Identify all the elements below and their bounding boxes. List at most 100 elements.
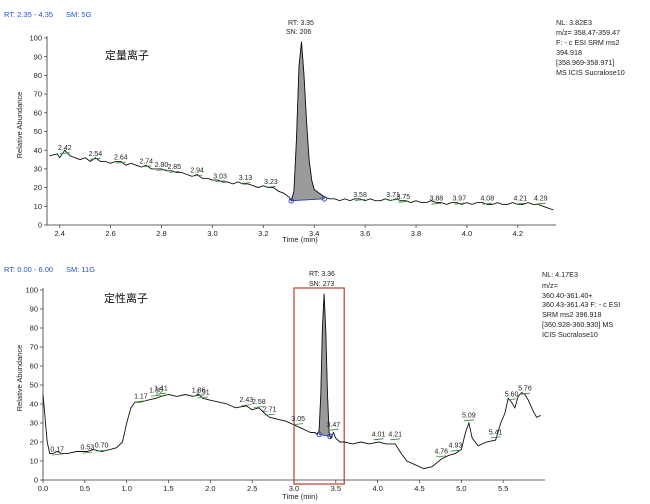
x-tick-label: 2.6: [105, 229, 115, 238]
peak-label: 2.71: [263, 407, 277, 414]
peak-label: 3.13: [239, 175, 253, 182]
peak-baseline: [291, 198, 325, 202]
info-block: NL: 4.17E3 m/z= 360.40-361.40+ 360.43-36…: [542, 270, 620, 339]
peak-mark: [215, 180, 226, 183]
peak-label: 4.21: [514, 196, 528, 203]
apex-sn-label: SN: 206: [286, 29, 311, 36]
peak-label: 2.74: [139, 158, 153, 165]
plot-area-quant: 0 10 20 30 40 50 60 70 80 90 100 2.4 2.6 2.8 3.0 3.2 3.4…: [29, 34, 556, 238]
peak-label: 3.58: [353, 192, 367, 199]
peak-mark: [264, 413, 275, 416]
y-tick-label: 30: [30, 419, 38, 428]
peak-label: 5.76: [518, 386, 532, 393]
peak-label: 3.47: [327, 422, 341, 429]
y-tick-label: 50: [30, 381, 38, 390]
peak-label: 3.71: [386, 192, 400, 199]
y-tick-label: 40: [34, 146, 42, 155]
y-tick-label: 60: [34, 108, 42, 117]
y-axis-title: Relative Abundance: [15, 345, 24, 412]
peak-label: 3.97: [452, 196, 466, 203]
peak-mark: [52, 453, 63, 456]
peak-start-marker: [288, 197, 295, 204]
peak-mark: [96, 449, 107, 452]
y-tick-label: 10: [34, 202, 42, 211]
info-line: m/z= 358.47-359.47: [556, 28, 620, 37]
peak-mark: [535, 202, 546, 205]
x-tick-label: 4.0: [372, 484, 382, 493]
peak-mark: [515, 202, 526, 205]
apex-rt-label: RT: 3.36: [309, 271, 335, 278]
peak-mark: [59, 152, 70, 155]
peak-label: 1.17: [134, 393, 148, 400]
y-tick-label: 60: [30, 362, 38, 371]
info-line: ICIS Sucralose10: [542, 330, 598, 339]
x-tick-label: 3.6: [360, 229, 370, 238]
y-tick-label: 30: [34, 165, 42, 174]
y-tick-label: 20: [30, 438, 38, 447]
peak-mark: [90, 157, 101, 160]
y-axis-title: Relative Abundance: [15, 92, 24, 159]
peak-baseline: [319, 433, 331, 437]
qual-ion-annotation: 定性离子: [104, 291, 148, 305]
x-tick-label: 1.0: [121, 484, 131, 493]
y-tick-label: 70: [30, 343, 38, 352]
peak-mark: [240, 182, 251, 185]
peak-label: 5.41: [489, 429, 503, 436]
peak-label: 2.42: [58, 145, 72, 152]
x-tick-label: 0.5: [80, 484, 90, 493]
peak-label: 1.35: [149, 388, 163, 395]
peak-mark: [265, 185, 276, 188]
peak-label: 3.75: [396, 194, 410, 201]
peak-mark: [193, 394, 204, 397]
peak-label: 5.09: [462, 412, 476, 419]
x-tick-label: 3.0: [289, 484, 299, 493]
x-tick-label: 4.2: [513, 229, 523, 238]
y-tick-label: 90: [34, 52, 42, 61]
peak-label: 2.54: [89, 151, 103, 158]
peak-mark: [197, 396, 208, 399]
peak-mark: [241, 404, 252, 406]
peak-label: 3.23: [264, 179, 278, 186]
peak-label: 2.64: [114, 155, 128, 162]
y-tick-label: 0: [38, 221, 42, 230]
x-tick-label: 3.4: [309, 229, 319, 238]
peak-label: 4.93: [449, 443, 463, 450]
header-rt-range: RT: 0.00 - 6.00: [4, 265, 53, 274]
y-tick-label: 0: [34, 476, 38, 485]
peak-mark: [482, 202, 493, 205]
peak-end-marker: [321, 196, 328, 202]
y-tick-label: 100: [29, 34, 42, 43]
peak-label: 0.53: [81, 445, 95, 452]
peak-mark: [135, 400, 146, 403]
peak-mark: [169, 171, 180, 173]
peak-label: 4.08: [480, 196, 494, 203]
header-smoothing: SM: 5G: [66, 10, 92, 19]
peak-area: [290, 41, 325, 202]
peak-mark: [141, 165, 152, 168]
x-tick-label: 1.5: [163, 484, 173, 493]
x-tick-label: 3.2: [258, 229, 268, 238]
peak-mark: [115, 161, 126, 164]
info-line: F: - c ESI SRM ms2: [556, 38, 620, 47]
peak-start-marker: [316, 431, 322, 438]
peak-label: 3.03: [213, 173, 227, 180]
info-line: SRM ms2 396.918: [542, 310, 602, 319]
peak-mark: [506, 398, 517, 401]
peak-label: 2.94: [190, 168, 204, 175]
quant-ion-annotation: 定量离子: [105, 48, 149, 62]
x-tick-label: 0.0: [38, 484, 48, 493]
peak-mark: [390, 438, 401, 441]
x-tick-label: 3.5: [331, 484, 341, 493]
peak-mark: [253, 406, 264, 408]
peak-mark: [155, 392, 167, 395]
chart-panel-qual: RT: 0.00 - 6.00 SM: 11G 定性离子 RT: 3.36 SN…: [4, 265, 620, 501]
peak-mark: [328, 428, 339, 431]
x-tick-label: 5.5: [498, 484, 508, 493]
info-line: m/z=: [542, 281, 558, 290]
x-tick-label: 2.5: [247, 484, 257, 493]
y-tick-label: 20: [34, 183, 42, 192]
x-tick-label: 5.0: [456, 484, 466, 493]
peak-mark: [398, 200, 409, 203]
peak-mark: [354, 199, 366, 201]
